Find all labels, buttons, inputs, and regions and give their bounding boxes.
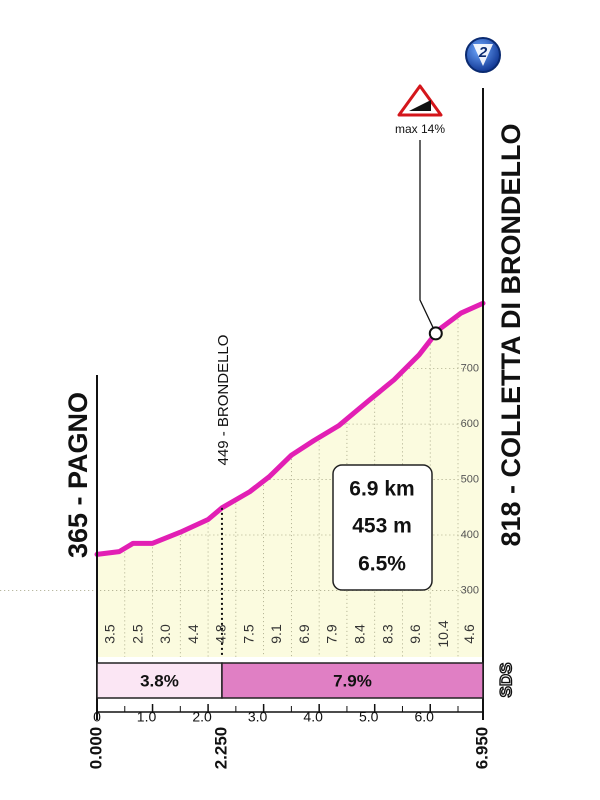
y-tick-label: 400 [461,529,479,541]
gradient-label: 3.5 [102,624,118,644]
x-tick-label: 3.0 [248,709,268,725]
gradient-label: 3.0 [157,624,173,644]
x-tick-label: 5.0 [359,709,379,725]
gradient-label: 4.8 [213,624,229,644]
y-tick-label: 700 [461,363,479,375]
gradient-label: 8.4 [352,624,368,644]
y-tick-label: 300 [461,584,479,596]
section-bar [221,662,484,699]
y-tick-label: 500 [461,473,479,485]
gradient-label: 9.1 [268,624,284,644]
gradient-label: 4.4 [185,624,201,644]
gradient-label: 2.5 [129,624,145,644]
info-gradient: 6.5% [358,553,406,576]
max-icon-slope [409,100,431,111]
gradient-label: 7.5 [240,624,256,644]
profile-line [94,300,486,557]
max-line [419,140,437,334]
x-tick-label: 1.0 [137,709,157,725]
start-label: 365 - PAGNO [63,392,93,558]
x-tick-label: 2.0 [192,709,212,725]
gradient-label: 4.6 [461,624,477,644]
info-gain: 453 m [352,515,412,538]
section-bar [96,662,223,699]
gradient-label: 7.9 [324,624,340,644]
logo: SDS [496,663,515,698]
badge-number: 2 [478,44,488,61]
x-tick-label: 0 [93,709,101,725]
max-label: max 14% [395,122,445,136]
key-distance-label: 0.000 [86,727,105,770]
section-label: 3.8% [140,671,179,690]
x-tick-label: 6.0 [415,709,435,725]
x-tick-label: 4.0 [303,709,323,725]
gradient-label: 9.6 [407,624,423,644]
gradient-label: 10.4 [435,620,451,647]
y-tick-label: 600 [461,418,479,430]
gradient-label: 6.9 [296,624,312,644]
gradient-label: 8.3 [379,624,395,644]
key-distance-label: 6.950 [472,727,491,770]
end-label: 818 - COLLETTA DI BRONDELLO [496,123,526,546]
key-distance-label: 2.250 [211,727,230,770]
max-point [428,326,443,341]
info-box [332,464,433,591]
badge-triangle [473,44,493,66]
info-distance: 6.9 km [349,478,414,501]
waypoint-label: 449 - BRONDELLO [215,335,232,466]
section-label: 7.9% [333,671,372,690]
